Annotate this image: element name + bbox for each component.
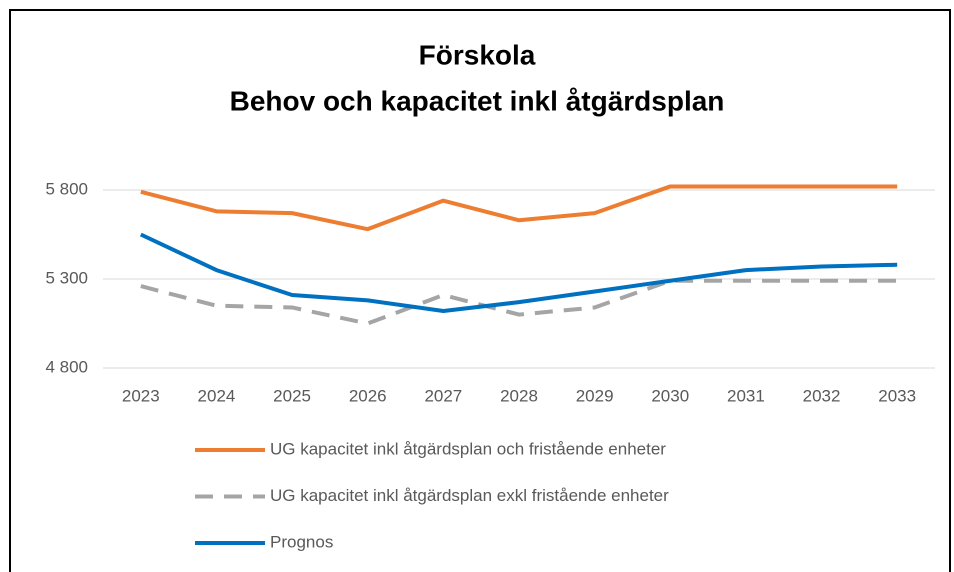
x-tick-label: 2033 — [878, 386, 916, 405]
x-tick-label: 2026 — [349, 386, 387, 405]
x-tick-label: 2032 — [803, 386, 841, 405]
x-tick-label: 2024 — [198, 386, 236, 405]
series-line — [140, 184, 898, 232]
x-tick-label: 2028 — [500, 386, 538, 405]
series-line — [140, 278, 898, 326]
series-line — [139, 232, 898, 314]
legend-label: Prognos — [270, 532, 333, 551]
y-tick-label: 5 800 — [45, 179, 88, 198]
chart-title: Förskola — [419, 39, 536, 70]
x-tick-label: 2031 — [727, 386, 765, 405]
y-tick-label: 4 800 — [45, 357, 88, 376]
x-tick-label: 2025 — [273, 386, 311, 405]
x-tick-label: 2027 — [424, 386, 462, 405]
x-tick-label: 2030 — [651, 386, 689, 405]
frame — [9, 9, 951, 572]
chart-title: Behov och kapacitet inkl åtgärdsplan — [230, 85, 725, 116]
x-tick-label: 2029 — [576, 386, 614, 405]
legend-label: UG kapacitet inkl åtgärdsplan exkl frist… — [270, 486, 669, 505]
x-tick-label: 2023 — [122, 386, 160, 405]
legend-label: UG kapacitet inkl åtgärdsplan och fristå… — [270, 439, 666, 458]
y-tick-label: 5 300 — [45, 268, 88, 287]
